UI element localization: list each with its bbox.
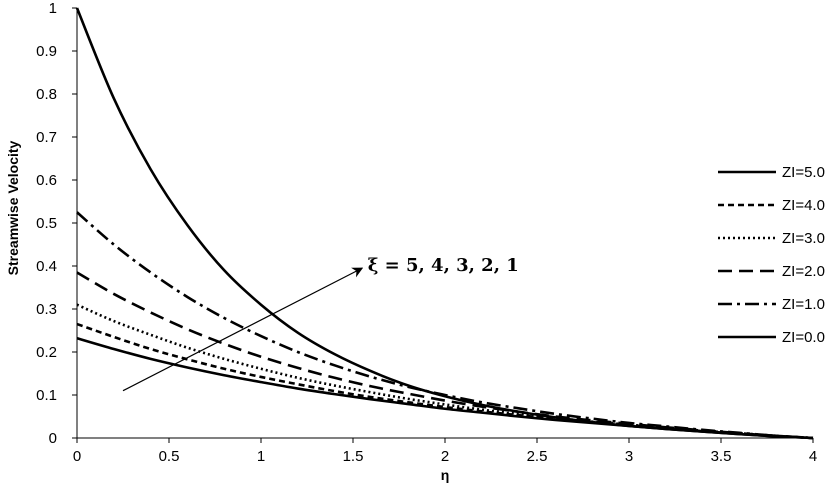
x-tick-label: 2.5 [527, 448, 548, 465]
y-tick-label: 0.5 [36, 215, 57, 232]
x-axis-title: η [441, 467, 450, 483]
y-tick-label: 0.2 [36, 344, 57, 361]
annotation-arrow [122, 267, 364, 392]
axes: 0 0.5 1 1.5 2 2.5 3 3.5 4 0 0.1 0.2 0.3 0.4 0.5 0.6 0.7 0… [5, 0, 817, 483]
x-tick-label: 3.5 [711, 448, 732, 465]
legend-label: ZI=2.0 [782, 263, 825, 280]
y-axis-title: Streamwise Velocity [5, 140, 21, 275]
x-tick-label: 3 [625, 448, 633, 465]
y-tick-label: 0.4 [36, 258, 57, 275]
legend-label: ZI=3.0 [782, 230, 825, 247]
legend-label: ZI=5.0 [782, 164, 825, 181]
x-tick-label: 0.5 [159, 448, 180, 465]
x-tick-label: 2 [441, 448, 449, 465]
y-tick-label: 0.9 [36, 43, 57, 60]
legend: ZI=5.0 ZI=4.0 ZI=3.0 ZI=2.0 ZI=1.0 ZI=0.0 [718, 164, 825, 346]
y-tick-label: 1 [49, 0, 57, 17]
y-tick-label: 0.1 [36, 387, 57, 404]
series-line-zi-3-0 [76, 303, 814, 440]
legend-label: ZI=0.0 [782, 329, 825, 346]
series-line-zi-4-0 [76, 322, 814, 440]
series-line-zi-0-0 [76, 336, 814, 440]
series-lines [75, 7, 814, 440]
annotation: ξ = 5, 4, 3, 2, 1 [122, 255, 519, 392]
y-tick-label: 0.7 [36, 129, 57, 146]
series-line-zi-2-0 [76, 271, 814, 440]
x-tick-label: 1 [257, 448, 265, 465]
legend-label: ZI=1.0 [782, 296, 825, 313]
legend-label: ZI=4.0 [782, 197, 825, 214]
x-tick-label: 1.5 [343, 448, 364, 465]
series-line-zi-1-0 [76, 211, 814, 440]
y-tick-label: 0.6 [36, 172, 57, 189]
y-tick-label: 0.8 [36, 86, 57, 103]
y-tick-label: 0.3 [36, 301, 57, 318]
annotation-text: ξ = 5, 4, 3, 2, 1 [368, 255, 519, 276]
y-tick-label: 0 [49, 430, 57, 447]
x-tick-label: 4 [809, 448, 817, 465]
x-tick-label: 0 [73, 448, 81, 465]
series-line-zi-5-0 [75, 7, 814, 440]
